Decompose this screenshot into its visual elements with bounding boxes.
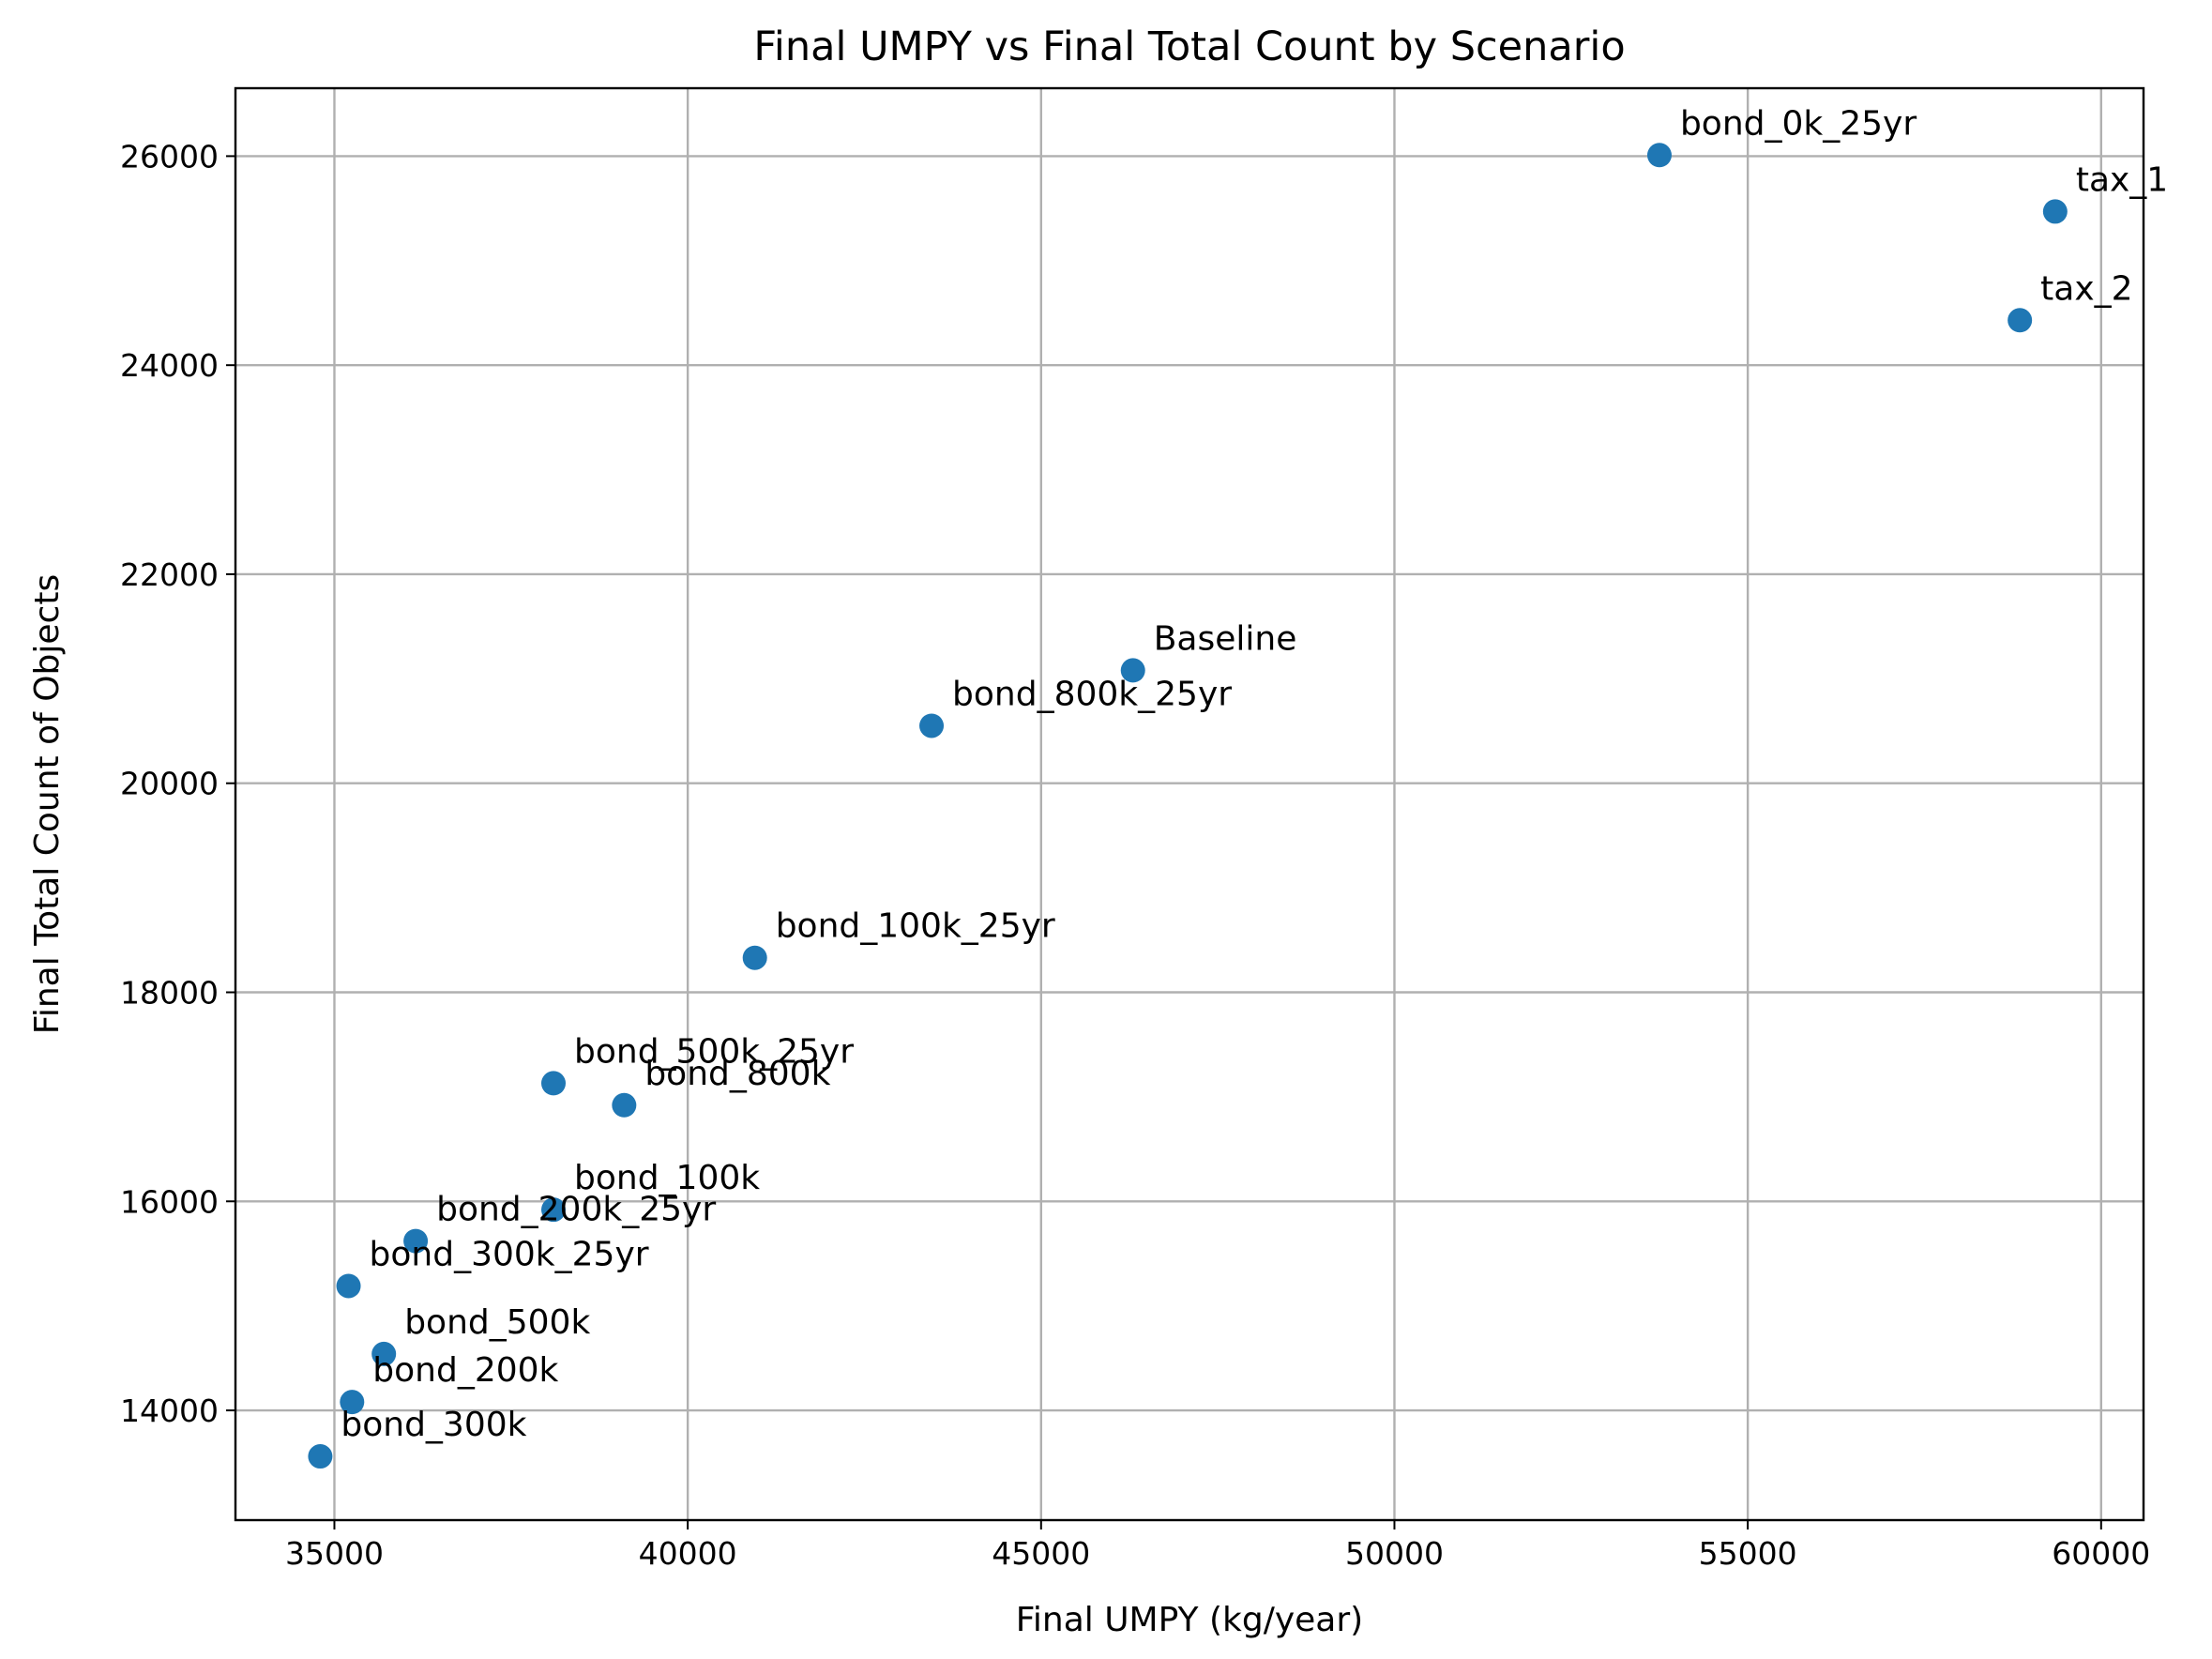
point-label: bond_300k bbox=[341, 1406, 526, 1444]
x-tick-label: 50000 bbox=[1345, 1535, 1444, 1572]
y-tick-label: 24000 bbox=[120, 347, 219, 384]
y-tick-label: 20000 bbox=[120, 766, 219, 802]
scatter-point bbox=[308, 1444, 333, 1469]
point-label: bond_500k bbox=[404, 1303, 590, 1342]
scatter-point bbox=[541, 1071, 566, 1096]
scatter-point bbox=[2007, 308, 2033, 333]
scatter-point bbox=[340, 1390, 365, 1415]
point-label: bond_200k bbox=[372, 1351, 558, 1390]
y-axis-title: Final Total Count of Objects bbox=[28, 574, 67, 1034]
point-label: tax_1 bbox=[2076, 160, 2168, 199]
x-tick-label: 45000 bbox=[992, 1535, 1090, 1572]
scatter-point bbox=[742, 945, 767, 970]
scatter-point bbox=[541, 1197, 566, 1223]
point-label: bond_500k_25yr bbox=[574, 1032, 854, 1071]
x-tick-label: 40000 bbox=[639, 1535, 737, 1572]
axis-ticks: 35000 40000 45000 50000 55000 60000 14000 16000… bbox=[120, 138, 2150, 1572]
point-label: tax_2 bbox=[2040, 269, 2132, 308]
x-tick-label: 55000 bbox=[1699, 1535, 1797, 1572]
point-label: bond_200k_25yr bbox=[436, 1191, 716, 1229]
point-label: bond_800k bbox=[644, 1055, 830, 1093]
point-label: bond_300k_25yr bbox=[370, 1235, 649, 1273]
plot-frame bbox=[234, 86, 2145, 1522]
point-labels: bond_0k_25yr tax_1 tax_2 Baseline bond_800k_… bbox=[341, 104, 2168, 1444]
point-label: bond_100k bbox=[574, 1159, 760, 1197]
scatter-point bbox=[2042, 199, 2068, 224]
scatter-point bbox=[919, 713, 945, 738]
x-axis-title: Final UMPY (kg/year) bbox=[1016, 1601, 1363, 1639]
x-tick-label: 35000 bbox=[285, 1535, 384, 1572]
data-points bbox=[308, 143, 2068, 1469]
scatter-point bbox=[403, 1228, 429, 1254]
scatter-point bbox=[1646, 143, 1672, 168]
scatter-point bbox=[336, 1273, 361, 1299]
y-tick-label: 14000 bbox=[120, 1393, 219, 1429]
point-label: bond_0k_25yr bbox=[1680, 104, 1917, 143]
point-label: bond_800k_25yr bbox=[952, 675, 1232, 713]
scatter-point bbox=[371, 1341, 397, 1366]
y-tick-label: 22000 bbox=[120, 556, 219, 593]
y-tick-label: 26000 bbox=[120, 138, 219, 175]
scatter-point bbox=[612, 1092, 637, 1118]
y-tick-label: 16000 bbox=[120, 1183, 219, 1220]
scatter-point bbox=[1120, 658, 1145, 683]
point-label: Baseline bbox=[1154, 619, 1297, 658]
chart-title: Final UMPY vs Final Total Count by Scena… bbox=[753, 23, 1625, 70]
x-tick-label: 60000 bbox=[2052, 1535, 2150, 1572]
point-label: bond_100k_25yr bbox=[776, 907, 1055, 946]
y-tick-label: 18000 bbox=[120, 974, 219, 1011]
